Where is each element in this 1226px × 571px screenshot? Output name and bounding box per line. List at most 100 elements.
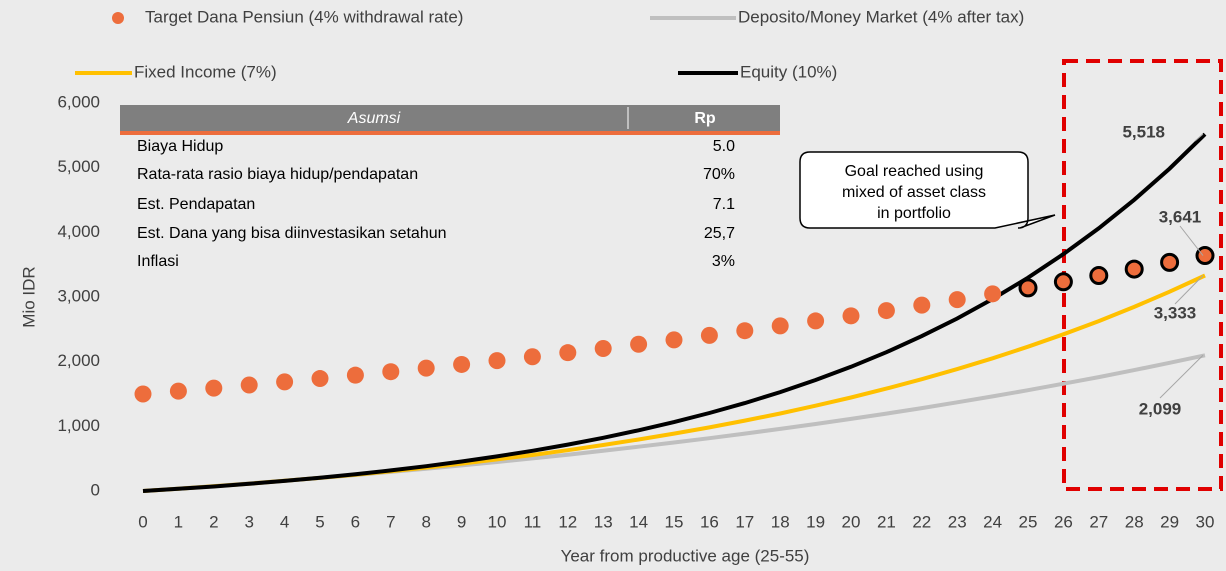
target-point (700, 326, 718, 344)
target-point (736, 322, 754, 340)
legend-label: Fixed Income (7%) (134, 62, 277, 81)
x-tick-label: 24 (983, 512, 1002, 531)
x-tick-label: 23 (948, 512, 967, 531)
target-point (346, 366, 364, 384)
leader-line (1159, 354, 1204, 399)
table-cell: 7.1 (713, 196, 735, 213)
target-point (1053, 272, 1073, 292)
callout-text: in portfolio (877, 205, 951, 222)
x-tick-label: 26 (1054, 512, 1073, 531)
series-line (142, 132, 1207, 493)
y-tick-label: 0 (91, 480, 100, 499)
table-cell: Biaya Hidup (137, 138, 223, 155)
x-tick-label: 20 (842, 512, 861, 531)
table-cell: Est. Dana yang bisa diinvestasikan setah… (137, 225, 447, 242)
legend-label: Target Dana Pensiun (4% withdrawal rate) (145, 7, 463, 26)
target-point (1018, 278, 1038, 298)
target-point (488, 352, 506, 370)
callout (799, 151, 1056, 229)
target-point (559, 344, 577, 362)
y-tick-label: 4,000 (57, 222, 100, 241)
table-cell: Rata-rata rasio biaya hidup/pendapatan (137, 166, 418, 183)
target-point (1089, 266, 1109, 286)
target-point (169, 382, 187, 400)
target-point (134, 385, 152, 403)
table-header-cell: Asumsi (347, 110, 401, 127)
target-point (453, 355, 471, 373)
x-tick-label: 10 (488, 512, 507, 531)
target-point (1124, 259, 1144, 279)
x-tick-label: 25 (1019, 512, 1038, 531)
x-tick-label: 12 (558, 512, 577, 531)
target-point (205, 379, 223, 397)
table-cell: Inflasi (137, 253, 179, 270)
y-tick-label: 1,000 (57, 416, 100, 435)
x-tick-label: 27 (1089, 512, 1108, 531)
data-label: 3,333 (1154, 303, 1197, 322)
target-point (594, 340, 612, 358)
x-tick-label: 9 (457, 512, 466, 531)
y-tick-label: 3,000 (57, 286, 100, 305)
x-tick-label: 16 (700, 512, 719, 531)
x-axis-label: Year from productive age (25-55) (561, 546, 810, 565)
x-tick-label: 19 (806, 512, 825, 531)
table-underline (120, 131, 780, 135)
x-tick-label: 15 (665, 512, 684, 531)
x-tick-label: 13 (594, 512, 613, 531)
x-tick-label: 5 (315, 512, 324, 531)
target-point (382, 363, 400, 381)
callout-text: Goal reached using (845, 163, 984, 180)
leader-line (1179, 225, 1204, 256)
x-tick-label: 0 (138, 512, 147, 531)
table-header-cell: Rp (694, 110, 716, 127)
target-point (948, 291, 966, 309)
table-cell: Est. Pendapatan (137, 196, 255, 213)
series-line (142, 273, 1206, 493)
target-point (311, 370, 329, 388)
x-tick-label: 3 (244, 512, 253, 531)
target-point (417, 359, 435, 377)
leader-line (1194, 133, 1204, 142)
target-point (984, 285, 1002, 303)
target-point (1195, 246, 1215, 266)
target-point (523, 348, 541, 366)
target-point (771, 317, 789, 335)
table-cell: 70% (703, 166, 735, 183)
target-point (665, 331, 683, 349)
legend-swatch (112, 12, 124, 24)
x-tick-label: 22 (912, 512, 931, 531)
x-tick-label: 18 (771, 512, 790, 531)
target-point (877, 302, 895, 320)
x-tick-label: 8 (421, 512, 430, 531)
x-tick-label: 1 (174, 512, 183, 531)
x-tick-label: 11 (524, 512, 542, 531)
y-tick-label: 2,000 (57, 351, 100, 370)
table-cell: 3% (712, 253, 735, 270)
data-label: 2,099 (1139, 399, 1182, 418)
callout-text: mixed of asset class (842, 184, 986, 201)
table-cell: 5.0 (713, 138, 735, 155)
table-cell: 25,7 (704, 225, 735, 242)
target-point (630, 335, 648, 353)
x-tick-label: 21 (877, 512, 896, 531)
x-tick-label: 2 (209, 512, 218, 531)
x-tick-label: 30 (1196, 512, 1215, 531)
y-tick-label: 6,000 (57, 92, 100, 111)
x-tick-label: 28 (1125, 512, 1144, 531)
target-point (913, 296, 931, 314)
x-tick-label: 6 (351, 512, 360, 531)
legend-label: Deposito/Money Market (4% after tax) (738, 7, 1024, 26)
y-axis-label: Mio IDR (19, 266, 38, 327)
x-tick-label: 29 (1160, 512, 1179, 531)
table-header (120, 105, 780, 131)
target-point (842, 307, 860, 325)
data-label: 5,518 (1122, 122, 1165, 141)
x-tick-label: 14 (629, 512, 648, 531)
target-point (240, 376, 258, 394)
legend-label: Equity (10%) (740, 62, 837, 81)
x-tick-label: 17 (735, 512, 754, 531)
y-tick-label: 5,000 (57, 157, 100, 176)
leader-line (1174, 275, 1204, 305)
data-label: 3,641 (1159, 207, 1202, 226)
